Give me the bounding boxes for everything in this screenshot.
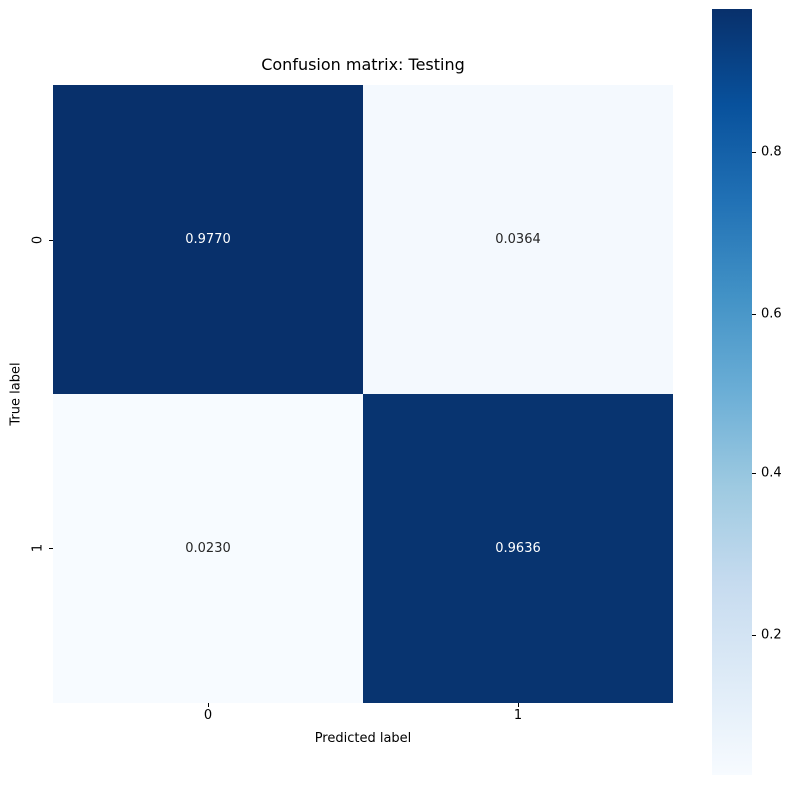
x-axis-label: Predicted label: [314, 731, 412, 746]
confusion-matrix-heatmap: 0.9770 0.0364 0.0230 0.9636: [53, 85, 673, 703]
y-tick-label-1: 1: [30, 543, 46, 553]
x-tick-mark-1: [518, 703, 519, 707]
colorbar-tick-mark-1: [752, 314, 756, 315]
matrix-cell-true1-pred0: 0.0230: [53, 394, 363, 703]
chart-title: Confusion matrix: Testing: [261, 55, 465, 74]
matrix-cell-true0-pred1: 0.0364: [363, 85, 673, 394]
y-tick-mark-1: [49, 548, 53, 549]
matrix-cell-true0-pred0: 0.9770: [53, 85, 363, 394]
colorbar-tick-label-1: 0.6: [761, 306, 782, 322]
y-axis-label: True label: [8, 362, 24, 426]
x-tick-mark-0: [208, 703, 209, 707]
x-tick-label-1: 1: [513, 708, 523, 723]
matrix-cell-true1-pred1: 0.9636: [363, 394, 673, 703]
y-tick-label-0: 0: [30, 235, 46, 245]
colorbar-tick-mark-3: [752, 635, 756, 636]
y-tick-mark-0: [49, 240, 53, 241]
x-tick-label-0: 0: [203, 708, 213, 723]
colorbar-gradient: [712, 9, 752, 775]
colorbar-tick-label-0: 0.8: [761, 144, 782, 160]
colorbar-tick-label-2: 0.4: [761, 465, 782, 481]
colorbar-tick-mark-2: [752, 473, 756, 474]
colorbar-tick-label-3: 0.2: [761, 627, 782, 643]
colorbar-tick-mark-0: [752, 152, 756, 153]
